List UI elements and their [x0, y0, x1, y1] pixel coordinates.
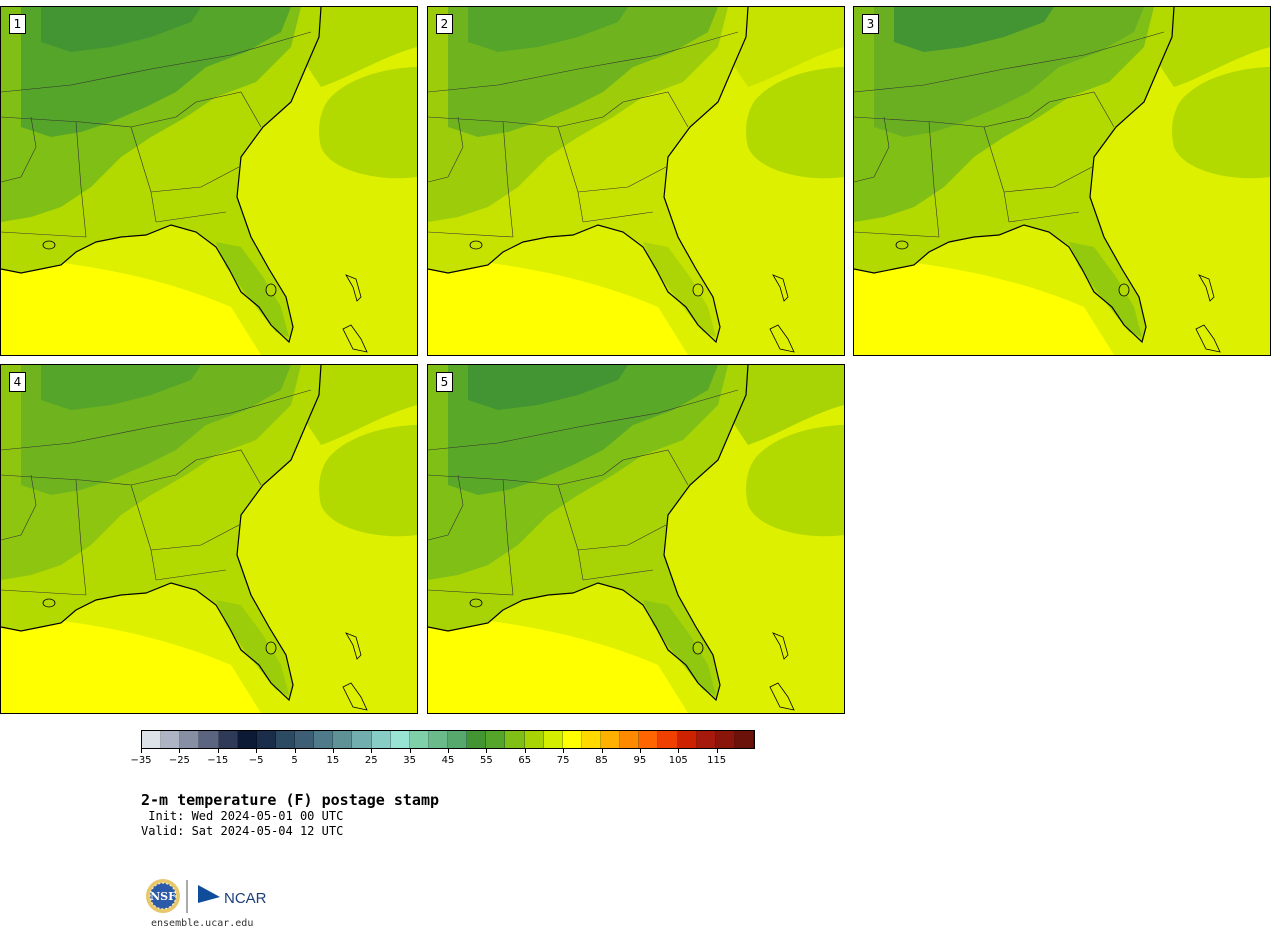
colorbar-ticks: −35 −25 −15 −5 5 15 25 35 45 55 65 75 85 95 105 115: [130, 749, 755, 769]
colorbar-segment: [543, 731, 563, 748]
colorbar-segment: [142, 731, 162, 748]
colorbar-tick: [371, 749, 373, 753]
colorbar-segment: [180, 731, 200, 748]
colorbar-tick-label: 95: [633, 755, 647, 766]
colorbar-segment: [295, 731, 315, 748]
colorbar-tick: [448, 749, 449, 753]
colorbar-tick: [217, 749, 219, 753]
colorbar-segment: [601, 731, 621, 748]
colorbar-segment: [562, 731, 582, 748]
member-panel-5: 5: [427, 364, 845, 714]
colorbar-segment: [256, 731, 276, 748]
temperature-map: [854, 7, 1270, 355]
colorbar-tick: [409, 749, 411, 753]
colorbar-segment: [275, 731, 295, 748]
colorbar-segment: [314, 731, 334, 748]
colorbar-segment: [581, 731, 601, 748]
colorbar-segment: [199, 731, 219, 748]
colorbar-segment: [658, 731, 678, 748]
colorbar-tick: [256, 749, 258, 753]
colorbar-segment: [409, 731, 429, 748]
colorbar-tick-label: −35: [130, 755, 152, 766]
temperature-colorbar: [141, 730, 755, 749]
colorbar-tick-label: 75: [556, 755, 570, 766]
colorbar-tick-label: −25: [168, 755, 190, 766]
panel-number: 1: [9, 14, 26, 34]
temperature-map: [1, 365, 417, 713]
member-panel-4: 4: [0, 364, 418, 714]
member-panel-1: 1: [0, 6, 418, 356]
colorbar-tick: [332, 749, 334, 753]
panel-number: 2: [436, 14, 453, 34]
colorbar-segment: [620, 731, 640, 748]
colorbar-segment: [524, 731, 544, 748]
panel-number: 5: [436, 372, 453, 392]
colorbar-segment: [677, 731, 697, 748]
colorbar-tick-label: −5: [248, 755, 264, 766]
panel-number: 4: [9, 372, 26, 392]
colorbar-segment: [715, 731, 735, 748]
panel-number: 3: [862, 14, 879, 34]
member-panel-2: 2: [427, 6, 845, 356]
temperature-map: [428, 365, 844, 713]
colorbar-tick-label: 85: [595, 755, 608, 766]
colorbar-tick: [563, 749, 565, 753]
colorbar-segment: [161, 731, 181, 748]
colorbar-segment: [639, 731, 659, 748]
colorbar-tick: [601, 749, 603, 753]
colorbar-segment: [428, 731, 448, 748]
colorbar-segment: [734, 731, 754, 748]
colorbar-tick: [716, 749, 718, 753]
colorbar-tick-label: 15: [326, 755, 340, 766]
colorbar-segment: [390, 731, 410, 748]
colorbar-tick-label: 115: [707, 755, 727, 766]
colorbar-tick-label: 35: [403, 755, 416, 766]
nsf-ncar-logo: NSF NCAR: [146, 879, 267, 913]
colorbar-tick: [486, 749, 488, 753]
colorbar-tick: [141, 749, 142, 753]
colorbar-segment: [696, 731, 716, 748]
colorbar-tick-label: 105: [668, 755, 688, 766]
colorbar-tick: [179, 749, 181, 753]
colorbar-tick: [524, 749, 526, 753]
member-panel-3: 3: [853, 6, 1271, 356]
init-time: Init: Wed 2024-05-01 00 UTC: [141, 809, 344, 823]
colorbar-tick: [294, 749, 296, 753]
plot-title: 2-m temperature (F) postage stamp: [141, 791, 440, 809]
colorbar-tick-label: 45: [441, 755, 455, 766]
temperature-map: [428, 7, 844, 355]
colorbar-segment: [352, 731, 372, 748]
colorbar-segment: [333, 731, 353, 748]
temperature-map: [1, 7, 417, 355]
colorbar-segment: [218, 731, 238, 748]
colorbar-segment: [237, 731, 257, 748]
colorbar-tick-label: 65: [518, 755, 532, 766]
colorbar-tick-label: 25: [364, 755, 378, 766]
ncar-logo-text: NCAR: [224, 890, 267, 907]
nsf-logo-text: NSF: [150, 890, 176, 903]
colorbar-tick: [639, 749, 641, 753]
colorbar-segment: [467, 731, 487, 748]
colorbar-segment: [486, 731, 506, 748]
colorbar-segment: [371, 731, 391, 748]
colorbar-tick: [678, 749, 680, 753]
site-url: ensemble.ucar.edu: [151, 918, 254, 929]
colorbar-tick-label: 5: [291, 755, 298, 766]
valid-time: Valid: Sat 2024-05-04 12 UTC: [141, 824, 344, 838]
colorbar-segment: [505, 731, 525, 748]
colorbar-segment: [448, 731, 468, 748]
colorbar-tick-label: −15: [207, 755, 229, 766]
colorbar-tick-label: 55: [480, 755, 493, 766]
